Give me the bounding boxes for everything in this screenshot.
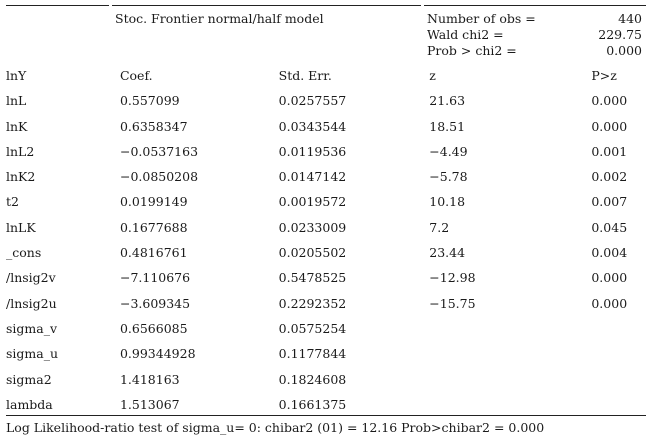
column-header-se: Std. Err. <box>278 68 332 83</box>
z-cell <box>429 397 591 422</box>
coef-cell: 0.1677688 <box>119 219 188 235</box>
footer-rule <box>6 415 646 416</box>
p-value-cell: 0.001 <box>591 143 628 159</box>
stat-label-wald: Wald chi2 = <box>427 27 504 42</box>
z-cell: 10.18 <box>429 194 466 210</box>
table-row: /lnsig2v −7.110676 0.5478525 −12.98 0.000 <box>0 270 651 295</box>
z-cell <box>429 346 591 371</box>
coef-cell: 0.0199149 <box>119 194 188 210</box>
z-cell <box>429 321 591 346</box>
top-rule-middle <box>112 5 421 6</box>
coef-cell: 1.418163 <box>119 371 180 387</box>
p-value-cell: 0.000 <box>591 270 628 286</box>
p-value-cell <box>591 346 651 371</box>
row-label: sigma_u <box>6 346 59 362</box>
row-label: _cons <box>6 245 42 261</box>
table-row: sigma_v 0.6566085 0.0575254 <box>0 321 651 346</box>
row-label: lnL <box>6 93 27 109</box>
std-err-cell: 0.0205502 <box>278 245 347 261</box>
row-label: t2 <box>6 194 19 210</box>
std-err-cell: 0.0257557 <box>278 93 347 109</box>
z-cell: 21.63 <box>429 93 466 109</box>
table-row: t2 0.0199149 0.0019572 10.18 0.007 <box>0 194 651 219</box>
row-label: lnL2 <box>6 143 35 159</box>
stat-value-wald: 229.75 <box>598 27 642 42</box>
table-row: _cons 0.4816761 0.0205502 23.44 0.004 <box>0 245 651 270</box>
lr-test-footer: Log Likelihood‐ratio test of sigma_u= 0:… <box>6 420 545 435</box>
coef-cell: −7.110676 <box>119 270 191 286</box>
p-value-cell: 0.000 <box>591 93 628 109</box>
coef-cell: 0.6358347 <box>119 118 188 134</box>
std-err-cell: 0.1661375 <box>278 396 347 412</box>
std-err-cell: 0.0575254 <box>278 320 347 336</box>
row-label: lnK <box>6 118 28 134</box>
z-cell: 23.44 <box>429 245 466 261</box>
z-cell: −12.98 <box>429 270 476 286</box>
stat-value-obs: 440 <box>618 11 642 26</box>
table-header-row: lnY Coef. Std. Err. z P>z <box>0 68 651 93</box>
stat-label-obs: Number of obs = <box>427 11 536 26</box>
std-err-cell: 0.2292352 <box>278 295 347 311</box>
table-row: sigma2 1.418163 0.1824608 <box>0 372 651 397</box>
row-label: lnK2 <box>6 169 36 185</box>
table-row: /lnsig2u −3.609345 0.2292352 −15.75 0.000 <box>0 296 651 321</box>
row-label: lambda <box>6 396 53 412</box>
p-value-cell: 0.004 <box>591 245 628 261</box>
p-value-cell <box>591 321 651 346</box>
top-rule-left <box>6 5 109 6</box>
z-cell: 7.2 <box>429 219 450 235</box>
p-value-cell: 0.045 <box>591 219 628 235</box>
coef-cell: 0.99344928 <box>119 346 196 362</box>
z-cell: −15.75 <box>429 295 476 311</box>
row-label: /lnsig2v <box>6 270 56 286</box>
coef-cell: −0.0537163 <box>119 143 199 159</box>
regression-table: lnY Coef. Std. Err. z P>z lnL 0.557099 0.0… <box>0 68 651 422</box>
table-row: lambda 1.513067 0.1661375 <box>0 397 651 422</box>
table-row: lnK 0.6358347 0.0343544 18.51 0.000 <box>0 119 651 144</box>
column-header-depvar: lnY <box>6 68 27 83</box>
std-err-cell: 0.0119536 <box>278 143 347 159</box>
table-row: lnLK 0.1677688 0.0233009 7.2 0.045 <box>0 220 651 245</box>
model-title: Stoc. Frontier normal/half model <box>115 11 324 26</box>
table-row: lnL2 −0.0537163 0.0119536 −4.49 0.001 <box>0 144 651 169</box>
p-value-cell: 0.000 <box>591 295 628 311</box>
table-row: lnL 0.557099 0.0257557 21.63 0.000 <box>0 93 651 118</box>
top-rule-right <box>424 5 646 6</box>
std-err-cell: 0.1824608 <box>278 371 347 387</box>
table-row: lnK2 −0.0850208 0.0147142 −5.78 0.002 <box>0 169 651 194</box>
p-value-cell: 0.007 <box>591 194 628 210</box>
column-header-z: z <box>429 68 436 83</box>
stat-value-prob: 0.000 <box>606 43 642 58</box>
z-cell: −5.78 <box>429 169 468 185</box>
p-value-cell <box>591 397 651 422</box>
coef-cell: 0.4816761 <box>119 245 188 261</box>
p-value-cell: 0.000 <box>591 118 628 134</box>
table-row: sigma_u 0.99344928 0.1177844 <box>0 346 651 371</box>
std-err-cell: 0.5478525 <box>278 270 347 286</box>
p-value-cell: 0.002 <box>591 169 628 185</box>
coef-cell: 0.6566085 <box>119 320 188 336</box>
column-header-coef: Coef. <box>119 68 153 83</box>
coef-cell: 0.557099 <box>119 93 180 109</box>
z-cell: 18.51 <box>429 118 466 134</box>
row-label: lnLK <box>6 219 36 235</box>
std-err-cell: 0.1177844 <box>278 346 347 362</box>
std-err-cell: 0.0147142 <box>278 169 347 185</box>
z-cell: −4.49 <box>429 143 468 159</box>
row-label: sigma_v <box>6 320 58 336</box>
row-label: /lnsig2u <box>6 295 57 311</box>
coef-cell: −0.0850208 <box>119 169 199 185</box>
std-err-cell: 0.0343544 <box>278 118 347 134</box>
std-err-cell: 0.0019572 <box>278 194 347 210</box>
stat-label-prob: Prob > chi2 = <box>427 43 517 58</box>
z-cell <box>429 372 591 397</box>
p-value-cell <box>591 372 651 397</box>
std-err-cell: 0.0233009 <box>278 219 347 235</box>
row-label: sigma2 <box>6 371 52 387</box>
column-header-p: P>z <box>591 68 617 83</box>
coef-cell: −3.609345 <box>119 295 191 311</box>
coef-cell: 1.513067 <box>119 396 180 412</box>
